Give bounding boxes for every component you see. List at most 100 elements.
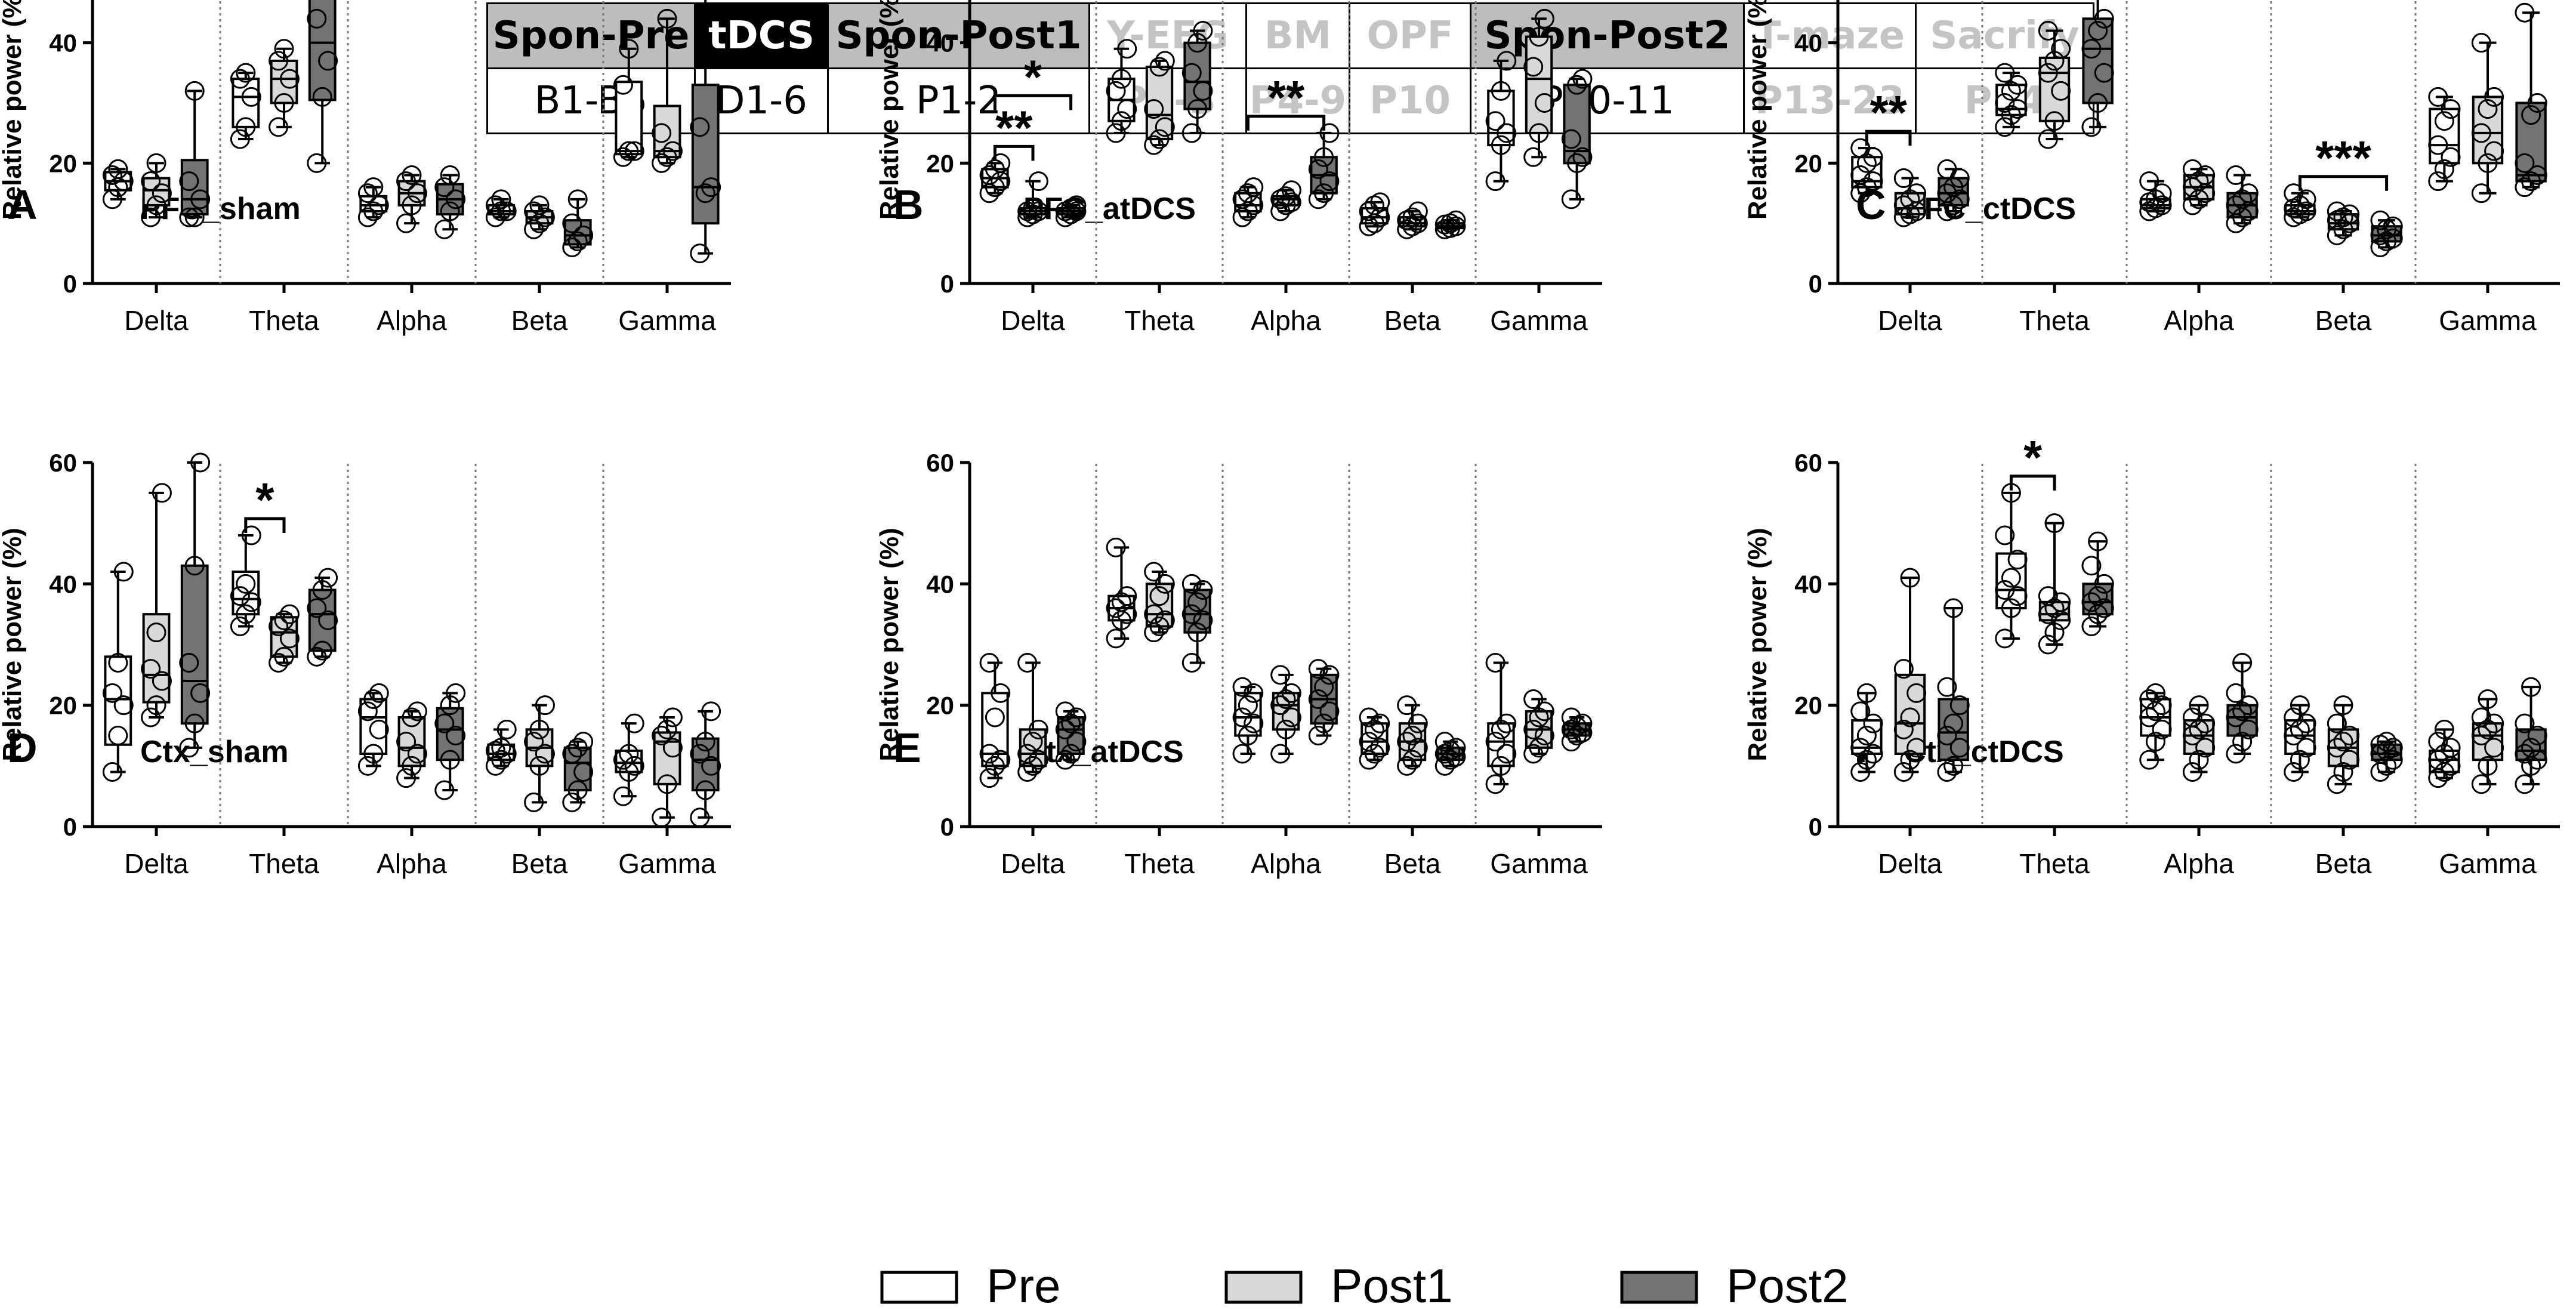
data-point	[1232, 707, 1252, 728]
data-point	[2232, 653, 2253, 673]
data-point	[562, 744, 582, 764]
data-point	[357, 701, 378, 722]
data-point	[1408, 738, 1428, 758]
bracket-line	[1865, 130, 1912, 146]
data-point	[108, 726, 128, 745]
box-pre-alpha	[2139, 171, 2172, 221]
data-point	[1900, 750, 1920, 770]
y-tick-label: 0	[1809, 813, 1822, 841]
timeline-code-t-maze: P13-23	[1743, 67, 1917, 134]
data-point	[402, 195, 422, 215]
data-point	[307, 646, 327, 667]
data-point	[624, 713, 644, 733]
data-point	[1446, 738, 1466, 758]
data-point	[307, 153, 327, 173]
data-point	[491, 189, 511, 209]
box-post1-beta	[524, 195, 555, 239]
data-point	[2094, 8, 2114, 29]
data-point	[1523, 689, 1544, 709]
box-post2-gamma	[2515, 2, 2547, 198]
data-point	[657, 147, 677, 167]
data-point	[2484, 738, 2504, 758]
data-point	[1155, 574, 1175, 594]
significance-bracket: **	[993, 101, 1035, 161]
box-pre-alpha	[1232, 677, 1264, 764]
data-point	[2081, 592, 2102, 612]
box-post1-theta	[269, 604, 300, 673]
data-point	[2044, 622, 2065, 643]
box-pre-gamma	[613, 39, 644, 167]
timeline-code-opf: P10	[1349, 67, 1471, 134]
box-pre-delta	[979, 653, 1011, 788]
data-point	[491, 201, 511, 221]
data-point	[1937, 677, 1957, 697]
data-point	[146, 695, 166, 716]
x-tick-label-beta: Beta	[511, 305, 568, 336]
significance-label: ***	[2315, 131, 2371, 184]
box-pre-delta	[1850, 683, 1883, 782]
data-point	[1995, 580, 2015, 600]
significance-bracket: **	[1246, 71, 1326, 131]
box-iqr	[691, 84, 720, 225]
data-point	[1497, 744, 1517, 764]
data-point	[1028, 750, 1048, 770]
panel-e: E Ctx_atDCS Relative power (%) 0 20 40 60 Delta…	[875, 449, 1602, 879]
x-tick-label-theta: Theta	[1124, 305, 1195, 336]
panel-letter: D	[7, 725, 38, 771]
box-pre-beta	[1359, 192, 1390, 236]
bracket-line	[244, 517, 286, 533]
box-post2-beta	[2370, 210, 2403, 257]
y-tick-label: 60	[926, 449, 954, 477]
data-point	[1232, 744, 1252, 764]
x-tick-label-gamma: Gamma	[2439, 305, 2537, 336]
data-point	[446, 683, 466, 703]
data-point	[1270, 695, 1291, 716]
box-post2-alpha	[1308, 659, 1340, 745]
x-tick-label-theta: Theta	[1124, 848, 1195, 879]
significance-bracket: **	[1865, 86, 1912, 146]
data-point	[2521, 738, 2541, 758]
timeline-session-bm: BM	[1245, 2, 1350, 69]
data-point	[2434, 719, 2454, 739]
y-tick-label: 20	[49, 149, 77, 177]
data-point	[567, 189, 588, 209]
data-point	[1149, 129, 1170, 149]
data-point	[307, 8, 327, 29]
box-pre-theta	[1106, 537, 1137, 649]
y-tick-label: 40	[49, 29, 77, 57]
data-point	[1485, 774, 1506, 794]
data-point	[1534, 93, 1554, 113]
box-pre-gamma	[2428, 719, 2461, 788]
data-point	[184, 556, 205, 576]
data-point	[2478, 689, 2498, 709]
data-point	[524, 201, 544, 221]
bracket-line	[993, 144, 1035, 161]
data-point	[241, 87, 261, 107]
data-point	[440, 750, 460, 770]
data-point	[440, 201, 460, 221]
box-post2-theta	[1181, 21, 1213, 143]
data-point	[1276, 719, 1296, 739]
data-point	[1238, 726, 1258, 745]
data-point	[1055, 701, 1075, 722]
data-point	[567, 738, 588, 758]
data-point	[1893, 659, 1914, 679]
data-point	[152, 483, 172, 503]
data-point	[2182, 707, 2202, 728]
data-point	[184, 207, 205, 227]
box-post1-beta	[1397, 695, 1428, 776]
data-point	[613, 750, 633, 770]
data-point	[190, 683, 211, 703]
data-point	[567, 231, 588, 251]
data-point	[2044, 598, 2065, 618]
data-point	[1561, 189, 1581, 209]
box-pre-alpha	[1232, 177, 1264, 227]
y-axis-label: Relative power (%)	[0, 528, 27, 761]
data-point	[652, 726, 672, 745]
data-point	[279, 604, 300, 624]
data-point	[1017, 653, 1038, 673]
data-point	[613, 147, 633, 167]
